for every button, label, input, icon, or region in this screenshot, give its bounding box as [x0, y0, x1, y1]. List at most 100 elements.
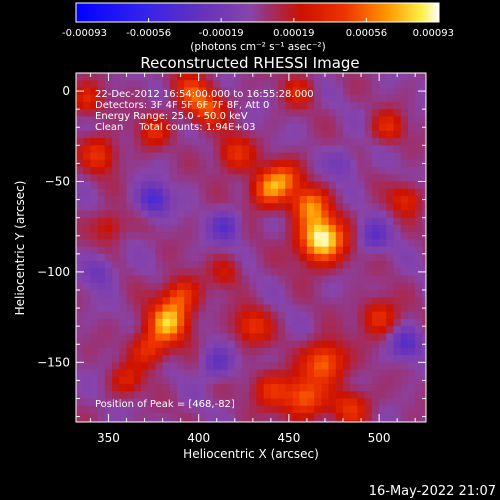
heatmap-cell: [241, 384, 250, 392]
heatmap-cell: [357, 268, 366, 276]
heatmap-cell: [415, 195, 423, 204]
heatmap-cell: [220, 246, 228, 255]
heatmap-cell: [364, 174, 373, 182]
heatmap-cell: [379, 412, 387, 421]
heatmap-cell: [140, 340, 149, 349]
heatmap-cell: [314, 152, 322, 161]
heatmap-cell: [241, 289, 250, 298]
heatmap-cell: [198, 275, 207, 284]
heatmap-cell: [256, 384, 265, 392]
heatmap-cell: [278, 195, 286, 204]
heatmap-cell: [112, 174, 120, 182]
heatmap-cell: [148, 405, 156, 414]
heatmap-cell: [90, 405, 99, 414]
heatmap-cell: [422, 138, 427, 146]
heatmap-cell: [155, 355, 163, 363]
heatmap-cell: [119, 232, 127, 240]
heatmap-cell: [90, 123, 99, 132]
heatmap-cell: [400, 174, 409, 182]
heatmap-cell: [119, 109, 127, 117]
heatmap-cell: [357, 224, 366, 233]
heatmap-cell: [112, 87, 120, 96]
heatmap-cell: [227, 130, 236, 139]
heatmap-cell: [198, 138, 207, 146]
heatmap-cell: [270, 174, 279, 182]
heatmap-cell: [422, 239, 427, 247]
heatmap-cell: [292, 123, 301, 132]
heatmap-cell: [112, 195, 120, 204]
heatmap-cell: [76, 369, 84, 378]
heatmap-cell: [227, 224, 236, 233]
heatmap-cell: [343, 101, 351, 110]
heatmap-cell: [292, 145, 301, 153]
heatmap-cell: [220, 94, 228, 103]
heatmap-cell: [393, 333, 402, 342]
heatmap-cell: [328, 304, 337, 313]
heatmap-cell: [205, 318, 214, 327]
heatmap-cell: [119, 239, 127, 247]
heatmap-cell: [140, 253, 149, 262]
heatmap-cell: [234, 282, 243, 291]
heatmap-cell: [205, 275, 214, 284]
heatmap-cell: [321, 145, 329, 153]
heatmap-cell: [227, 304, 236, 313]
heatmap-cell: [177, 145, 185, 153]
heatmap-cell: [227, 181, 236, 190]
heatmap-cell: [191, 195, 200, 204]
heatmap-cell: [198, 210, 207, 219]
heatmap-cell: [278, 203, 286, 211]
heatmap-cell: [278, 347, 286, 356]
heatmap-cell: [314, 138, 322, 146]
heatmap-cell: [133, 282, 142, 291]
heatmap-cell: [126, 80, 135, 88]
heatmap-cell: [184, 195, 192, 204]
heatmap-cell: [227, 405, 236, 414]
heatmap-cell: [220, 297, 228, 305]
heatmap-cell: [364, 391, 373, 399]
heatmap-cell: [357, 87, 366, 96]
heatmap-cell: [270, 80, 279, 88]
heatmap-cell: [393, 232, 402, 240]
heatmap-cell: [227, 232, 236, 240]
heatmap-cell: [321, 167, 329, 175]
heatmap-cell: [335, 340, 344, 349]
heatmap-cell: [422, 398, 427, 407]
heatmap-cell: [314, 94, 322, 103]
heatmap-cell: [400, 217, 409, 226]
heatmap-cell: [343, 203, 351, 211]
heatmap-cell: [270, 159, 279, 168]
heatmap-cell: [169, 188, 178, 197]
heatmap-cell: [97, 73, 106, 81]
heatmap-cell: [148, 203, 156, 211]
heatmap-cell: [104, 304, 113, 313]
heatmap-cell: [357, 239, 366, 247]
heatmap-cell: [364, 210, 373, 219]
heatmap-cell: [97, 289, 106, 298]
heatmap-cell: [350, 87, 358, 96]
heatmap-cell: [213, 311, 221, 320]
heatmap-cell: [220, 181, 228, 190]
heatmap-cell: [407, 138, 416, 146]
heatmap-cell: [364, 311, 373, 320]
heatmap-cell: [415, 384, 423, 392]
heatmap-cell: [306, 239, 315, 247]
heatmap-cell: [148, 369, 156, 378]
heatmap-cell: [393, 174, 402, 182]
heatmap-cell: [213, 326, 221, 334]
heatmap-cell: [90, 311, 99, 320]
heatmap-cell: [234, 347, 243, 356]
heatmap-cell: [97, 253, 106, 262]
heatmap-cell: [400, 109, 409, 117]
heatmap-cell: [191, 73, 200, 81]
heatmap-cell: [343, 109, 351, 117]
heatmap-cell: [126, 145, 135, 153]
heatmap-cell: [321, 181, 329, 190]
heatmap-cell: [148, 326, 156, 334]
heatmap-cell: [83, 167, 91, 175]
heatmap-cell: [169, 398, 178, 407]
heatmap-cell: [213, 174, 221, 182]
heatmap-cell: [140, 80, 149, 88]
heatmap-cell: [343, 246, 351, 255]
heatmap-cell: [177, 174, 185, 182]
heatmap-cell: [119, 246, 127, 255]
